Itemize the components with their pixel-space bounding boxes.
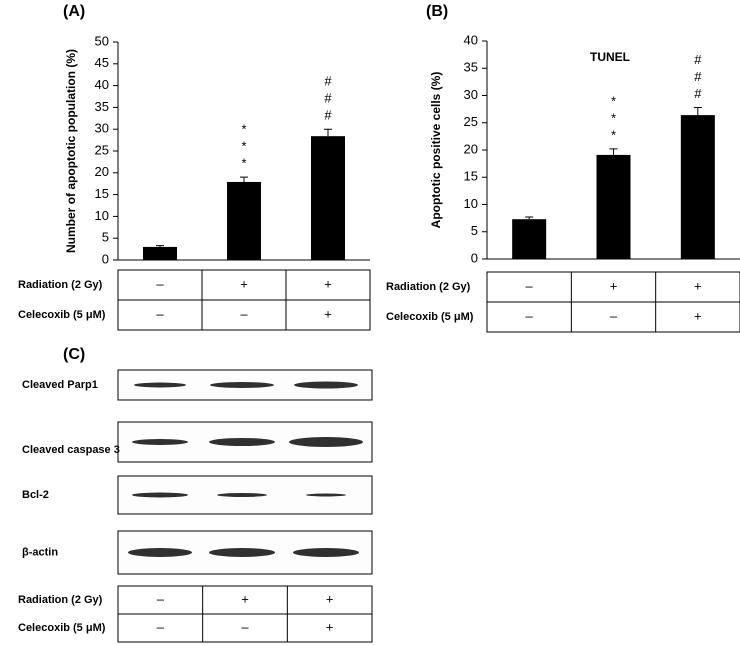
condition-cell: – (240, 306, 248, 321)
significance-mark: * (611, 127, 616, 142)
condition-cell: – (156, 306, 164, 321)
condition-cell: + (694, 308, 702, 323)
y-tick-label: 45 (95, 55, 109, 70)
significance-mark: # (694, 52, 702, 67)
y-tick-label: 25 (95, 142, 109, 157)
blot-band (132, 492, 188, 498)
band-label: β-actin (22, 546, 58, 558)
y-tick-label: 0 (471, 250, 478, 265)
y-tick-label: 30 (464, 87, 478, 102)
blot-band (132, 439, 188, 445)
significance-mark: * (241, 122, 246, 137)
y-tick-label: 30 (95, 121, 109, 136)
y-tick-label: 5 (471, 223, 478, 238)
y-tick-label: 10 (464, 196, 478, 211)
error-bar (525, 216, 534, 220)
condition-cell: – (610, 308, 618, 323)
y-tick-label: 40 (464, 32, 478, 47)
error-bar (240, 176, 248, 182)
error-bar (693, 106, 702, 116)
y-tick-label: 25 (464, 114, 478, 129)
blot-band (217, 493, 267, 497)
condition-label: Celecoxib (5 μM) (18, 622, 106, 634)
blot-band (209, 548, 275, 557)
error-bar (609, 148, 618, 155)
significance-mark: # (324, 74, 332, 89)
bar (143, 246, 177, 260)
blot-band (210, 382, 274, 388)
y-tick-label: 35 (464, 60, 478, 75)
significance-mark: * (611, 93, 616, 108)
blot-band (293, 548, 359, 557)
y-axis-label: Apoptotic positive cells (%) (429, 72, 443, 229)
y-tick-label: 20 (95, 164, 109, 179)
condition-cell: – (157, 591, 165, 606)
panel-label: (C) (63, 346, 85, 363)
band-label: Cleaved caspase 3 (22, 444, 120, 456)
condition-cell: – (526, 308, 534, 323)
blot-band (134, 382, 186, 388)
bar (596, 154, 631, 259)
significance-mark: * (611, 110, 616, 125)
significance-mark: # (324, 91, 332, 106)
band-label: Cleaved Parp1 (22, 379, 98, 391)
condition-label: Celecoxib (5 μM) (386, 311, 474, 323)
condition-cell: + (610, 278, 618, 293)
significance-mark: * (241, 156, 246, 171)
condition-cell: + (326, 619, 334, 634)
bar (311, 136, 345, 260)
chart-title: TUNEL (590, 50, 630, 64)
bar (227, 181, 261, 260)
condition-cell: – (157, 619, 165, 634)
y-tick-label: 15 (95, 186, 109, 201)
significance-mark: * (241, 139, 246, 154)
significance-mark: # (694, 86, 702, 101)
significance-mark: # (324, 108, 332, 123)
error-bar (324, 128, 332, 137)
condition-cell: + (324, 306, 332, 321)
y-axis-label: Number of apoptotic population (%) (64, 49, 78, 253)
blot-band (306, 493, 346, 497)
y-tick-label: 40 (95, 77, 109, 92)
band-label: Bcl-2 (22, 489, 49, 501)
bar (680, 115, 715, 260)
blot-band (128, 548, 192, 557)
condition-cell: – (526, 278, 534, 293)
y-tick-label: 15 (464, 169, 478, 184)
condition-label: Celecoxib (5 μM) (18, 309, 106, 321)
error-bar (156, 245, 164, 247)
y-tick-label: 35 (95, 99, 109, 114)
condition-label: Radiation (2 Gy) (18, 594, 103, 606)
condition-cell: + (241, 591, 249, 606)
blot-band (294, 381, 358, 389)
condition-cell: + (694, 278, 702, 293)
condition-cell: + (240, 276, 248, 291)
condition-label: Radiation (2 Gy) (18, 279, 103, 291)
y-tick-label: 0 (102, 251, 109, 266)
condition-cell: – (241, 619, 249, 634)
blot-band (209, 438, 275, 446)
condition-cell: + (326, 591, 334, 606)
y-tick-label: 5 (102, 230, 109, 245)
y-tick-label: 20 (464, 141, 478, 156)
y-tick-label: 10 (95, 208, 109, 223)
panel-label: (A) (63, 3, 85, 20)
condition-label: Radiation (2 Gy) (386, 281, 471, 293)
bar (512, 219, 547, 259)
blot-band (289, 437, 363, 447)
significance-mark: # (694, 69, 702, 84)
panel-label: (B) (426, 3, 448, 20)
y-tick-label: 50 (95, 33, 109, 48)
condition-cell: + (324, 276, 332, 291)
condition-cell: – (156, 276, 164, 291)
